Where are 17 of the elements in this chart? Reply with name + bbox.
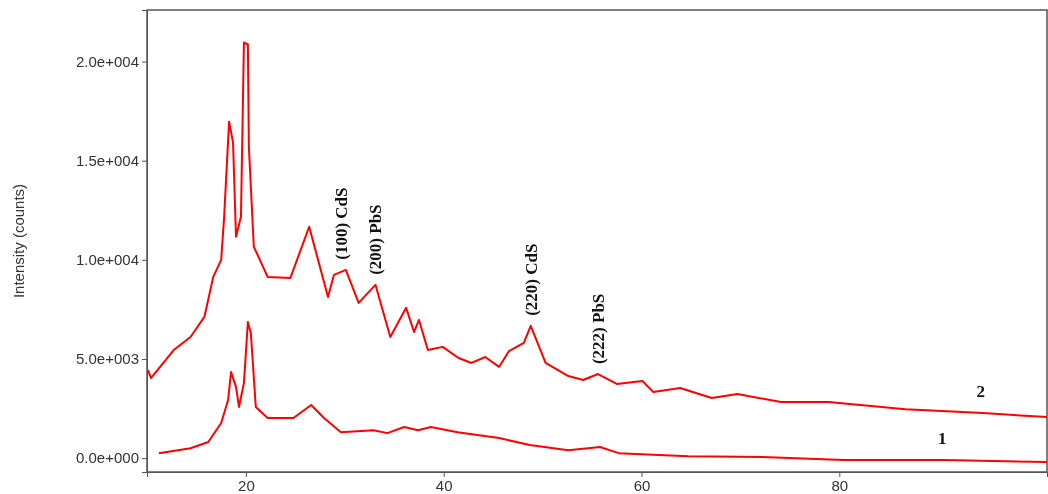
annotation: (100) CdS	[331, 187, 351, 260]
annotation: (200) PbS	[366, 204, 386, 275]
y-tick-label: 1.0e+004	[76, 251, 139, 269]
x-tick-label: 20	[238, 476, 255, 494]
x-tick-label: 40	[435, 476, 453, 494]
series-label: 2	[976, 382, 985, 402]
annotation: (222) PbS	[588, 293, 608, 365]
y-tick-label: 0.0e+000	[76, 449, 139, 467]
annotation: (220) CdS	[521, 243, 541, 316]
y-tick-label: 1.5e+004	[76, 152, 139, 169]
x-tick-label: 60	[633, 476, 651, 494]
y-tick-label: 2.0e+004	[76, 52, 139, 70]
x-tick-label: 80	[831, 476, 849, 494]
series-label: 1	[937, 429, 947, 449]
y-axis-title: Intensity (counts)	[10, 183, 27, 299]
line-series	[146, 41, 1048, 419]
y-tick-label: 5.0e+003	[76, 350, 139, 368]
